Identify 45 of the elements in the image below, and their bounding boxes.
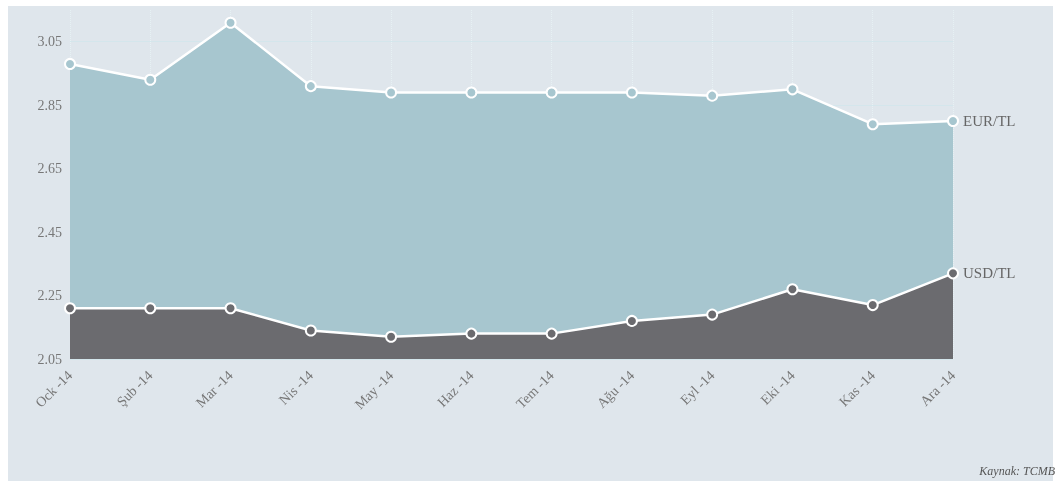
point — [304, 80, 317, 93]
y-tick-label: 2.65 — [37, 161, 62, 177]
point — [224, 302, 237, 315]
point — [947, 267, 959, 280]
point — [706, 308, 719, 321]
y-tick-label: 3.05 — [37, 34, 62, 50]
point — [64, 57, 76, 70]
point — [625, 86, 638, 99]
x-tick-label: Nis -14 — [276, 367, 317, 408]
y-tick-label: 2.25 — [37, 288, 62, 304]
point — [224, 16, 237, 29]
x-tick-label: Haz -14 — [434, 367, 477, 410]
point — [465, 327, 478, 340]
point — [947, 115, 959, 128]
point — [545, 86, 558, 99]
point — [786, 83, 799, 96]
series-label: EUR/TL — [963, 113, 1016, 130]
x-tick-label: Tem -14 — [513, 367, 557, 412]
y-tick-label: 2.05 — [37, 351, 62, 367]
x-tick-label: Ock -14 — [32, 367, 76, 411]
point — [465, 86, 478, 99]
x-tick-label: Eyl -14 — [677, 367, 718, 408]
x-tick-label: Eki -14 — [757, 367, 798, 408]
x-tick-label: Şub -14 — [113, 367, 156, 410]
x-tick-label: May -14 — [352, 367, 397, 413]
point — [144, 73, 157, 86]
point — [866, 118, 879, 131]
y-tick-label: 2.45 — [37, 224, 62, 240]
text: Kaynak: TCMB — [979, 464, 1055, 479]
point — [545, 327, 558, 340]
y-tick-label: 2.85 — [37, 97, 62, 113]
point — [64, 302, 76, 315]
x-tick-label: Ağu -14 — [593, 367, 638, 411]
point — [866, 299, 879, 312]
series-label: USD/TL — [963, 265, 1016, 282]
point — [625, 314, 638, 327]
x-tick-label: Kas -14 — [836, 367, 879, 410]
point — [385, 86, 398, 99]
point — [144, 302, 157, 315]
x-tick-label: Mar -14 — [193, 367, 236, 411]
point — [304, 324, 317, 337]
x-tick-label: Ara -14 — [917, 367, 959, 409]
point — [706, 89, 719, 102]
point — [786, 283, 799, 296]
point — [385, 330, 398, 343]
